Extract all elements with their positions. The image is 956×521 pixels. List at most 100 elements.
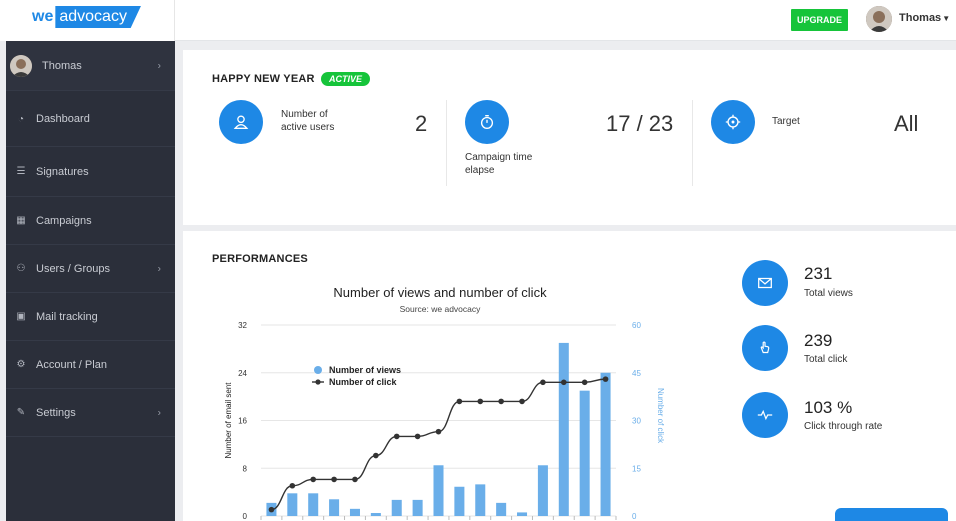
chevron-right-icon: › [157, 263, 161, 274]
brand-logo[interactable]: we advocacy [32, 6, 141, 28]
y-axis-label: Number of email sent [224, 382, 233, 459]
point-clicks [310, 476, 317, 483]
point-clicks [393, 433, 400, 440]
bar-views [329, 499, 340, 516]
target-label: Target [772, 115, 800, 128]
user-menu-name: Thomas [899, 12, 942, 24]
status-badge: ACTIVE [321, 72, 371, 86]
campaign-time-value: 17 / 23 [606, 111, 674, 136]
active-users-label: Number of active users [281, 108, 334, 134]
stopwatch-icon [465, 100, 509, 144]
mail-icon: ▣ [16, 311, 26, 322]
active-users-value: 2 [415, 111, 428, 136]
sidebar-item-users-groups[interactable]: ⚇ Users / Groups › [6, 245, 175, 293]
sidebar-item-label: Mail tracking [36, 310, 98, 323]
gear-icon: ⚙ [16, 359, 26, 370]
bar-views [475, 484, 486, 516]
point-clicks [560, 379, 567, 386]
point-clicks [331, 476, 337, 483]
caret-down-icon: ▼ [942, 14, 951, 23]
crosshair-icon [711, 100, 755, 144]
sidebar-avatar [10, 54, 32, 77]
active-users-label-2: active users [281, 122, 335, 133]
point-clicks [456, 398, 463, 405]
point-clicks [540, 379, 546, 386]
sidebar-item-label: Campaigns [36, 214, 92, 227]
pulse-icon [742, 392, 788, 438]
campaign-card: HAPPY NEW YEAR ACTIVE Number of active u… [183, 50, 956, 225]
chart-subtitle: Source: we advocacy [400, 304, 482, 314]
y2-tick-label: 60 [632, 321, 641, 330]
point-clicks [477, 398, 484, 405]
sidebar-item-mail-tracking[interactable]: ▣ Mail tracking [6, 293, 175, 341]
y2-tick-label: 15 [632, 464, 641, 473]
chat-tab[interactable] [835, 508, 948, 521]
sidebar-item-signatures[interactable]: ☰ Signatures [6, 147, 175, 197]
avatar-image [866, 6, 892, 32]
bar-views [496, 502, 507, 516]
bar-views [454, 486, 465, 516]
point-clicks [519, 398, 525, 405]
bar-views [391, 499, 402, 516]
total-views-value: 231 [804, 264, 833, 283]
active-users-label-1: Number of [281, 109, 328, 120]
y-tick-label: 32 [238, 321, 247, 330]
campaign-title: HAPPY NEW YEAR [212, 73, 315, 85]
sidebar: Thomas › ◔ Dashboard ☰ Signatures ▦ Camp… [6, 41, 175, 521]
bar-views [308, 493, 319, 516]
point-clicks [268, 506, 275, 513]
y2-tick-label: 45 [632, 369, 641, 378]
y2-axis-label: Number of click [656, 388, 665, 444]
sidebar-item-label: Account / Plan [36, 358, 107, 371]
sidebar-item-account-plan[interactable]: ⚙ Account / Plan [6, 341, 175, 389]
chevron-right-icon: › [157, 60, 161, 71]
point-clicks [435, 428, 442, 435]
total-views-label: Total views [804, 288, 853, 299]
sidebar-item-campaigns[interactable]: ▦ Campaigns [6, 197, 175, 245]
target-label-1: Target [772, 116, 800, 127]
y2-tick-label: 0 [632, 512, 637, 521]
top-bar: we advocacy UPGRADE Thomas▼ [0, 0, 956, 41]
y2-tick-label: 30 [632, 417, 641, 426]
views-clicks-chart: Number of views and number of click Sourc… [224, 285, 665, 521]
users-icon: ⚇ [16, 263, 26, 274]
bar-views [579, 390, 590, 516]
user-menu[interactable]: Thomas▼ [899, 12, 950, 24]
chevron-right-icon: › [157, 407, 161, 418]
legend-marker-clicks [315, 379, 321, 385]
ctr-label: Click through rate [804, 421, 883, 432]
signature-list-icon: ☰ [16, 166, 26, 177]
pointer-hand-icon [742, 325, 788, 371]
bar-views [349, 508, 360, 516]
legend-label-clicks: Number of click [329, 377, 398, 387]
point-clicks [414, 433, 421, 440]
target-value: All [894, 111, 919, 136]
sidebar-item-label: Settings [36, 406, 76, 419]
logo-area: we advocacy [0, 0, 175, 41]
bar-views [600, 372, 611, 516]
legend-marker-views [314, 366, 322, 374]
sidebar-item-dashboard[interactable]: ◔ Dashboard [6, 92, 175, 147]
ctr-value: 103 % [804, 398, 853, 417]
sidebar-item-label: Dashboard [36, 113, 90, 125]
y-tick-label: 24 [238, 369, 247, 378]
y-tick-label: 16 [238, 417, 247, 426]
campaign-time-label-2: elapse [465, 165, 495, 176]
y-tick-label: 8 [243, 464, 248, 473]
brand-advocacy: advocacy [55, 6, 141, 28]
bar-views [433, 465, 444, 516]
point-clicks [602, 376, 609, 382]
sidebar-item-settings[interactable]: ✎ Settings › [6, 389, 175, 437]
upgrade-button[interactable]: UPGRADE [791, 9, 848, 31]
sidebar-item-label: Signatures [36, 165, 89, 178]
point-clicks [352, 476, 358, 483]
wrench-icon: ✎ [16, 407, 26, 418]
legend-label-views: Number of views [329, 365, 401, 375]
bar-views [370, 513, 381, 516]
chart-title: Number of views and number of click [333, 285, 547, 300]
total-click-value: 239 [804, 331, 833, 350]
user-icon [219, 100, 263, 144]
campaign-time-label-1: Campaign time [465, 152, 533, 163]
avatar[interactable] [866, 6, 892, 32]
sidebar-user[interactable]: Thomas › [6, 41, 175, 91]
